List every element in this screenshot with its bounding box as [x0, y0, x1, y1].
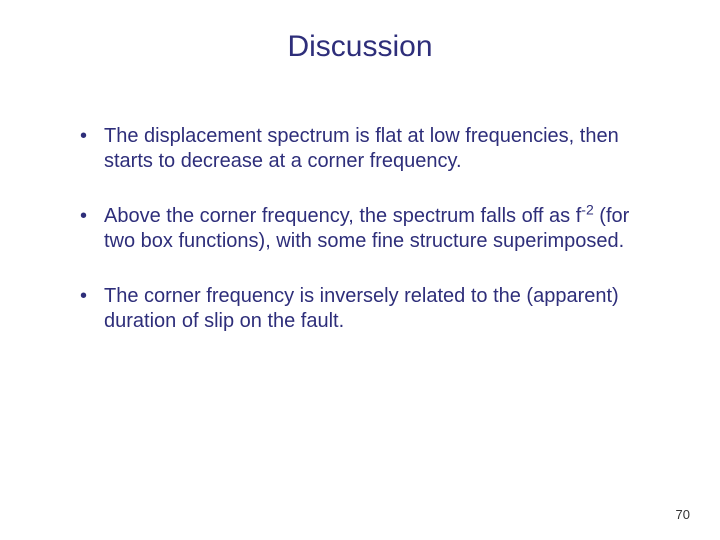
slide-container: Discussion The displacement spectrum is …: [0, 0, 720, 540]
bullet-item: Above the corner frequency, the spectrum…: [80, 204, 660, 254]
bullet-text-pre: The displacement spectrum is flat at low…: [104, 125, 619, 172]
bullet-item: The corner frequency is inversely relate…: [80, 284, 660, 334]
bullet-item: The displacement spectrum is flat at low…: [80, 124, 660, 174]
bullet-text-pre: Above the corner frequency, the spectrum…: [104, 205, 581, 227]
bullet-text-pre: The corner frequency is inversely relate…: [104, 285, 619, 332]
bullet-list: The displacement spectrum is flat at low…: [60, 124, 660, 334]
page-number: 70: [676, 507, 690, 522]
bullet-superscript: -2: [581, 201, 593, 217]
slide-title: Discussion: [60, 30, 660, 64]
